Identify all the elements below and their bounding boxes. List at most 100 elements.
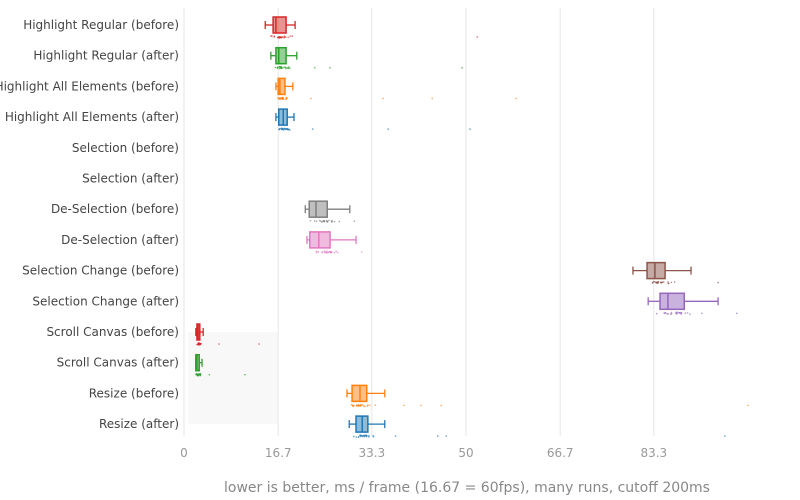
x-axis-title: lower is better, ms / frame (16.67 = 60f… <box>224 480 710 496</box>
outlier-point <box>218 343 220 345</box>
box-series: Resize (before) <box>89 384 749 408</box>
outlier-point <box>329 66 331 69</box>
outlier-point <box>461 66 463 69</box>
sample-point <box>325 219 328 222</box>
category-label: De-Selection (before) <box>51 202 179 216</box>
sample-point <box>284 66 287 69</box>
outlier-point <box>353 220 356 222</box>
sample-point <box>326 251 328 254</box>
sample-point <box>281 36 283 38</box>
outlier-point <box>314 66 316 69</box>
sample-point <box>336 251 339 254</box>
outlier-point <box>437 435 439 437</box>
sample-point <box>278 67 281 70</box>
sample-point <box>363 435 366 438</box>
outlier-point <box>515 97 517 100</box>
sample-point <box>280 65 283 68</box>
sample-point <box>670 281 673 284</box>
outlier-point <box>403 404 405 407</box>
sample-point <box>676 311 679 314</box>
sample-point <box>287 36 290 39</box>
sample-point <box>655 281 658 284</box>
sample-point <box>199 373 202 375</box>
box-iqr <box>646 261 666 280</box>
sample-point <box>283 35 286 37</box>
outlier-point <box>431 97 433 100</box>
sample-point <box>277 97 280 99</box>
sample-point <box>199 374 202 377</box>
sample-point <box>313 220 316 222</box>
category-label: Selection Change (before) <box>22 264 179 278</box>
sample-point <box>285 67 287 70</box>
sample-point <box>675 311 677 314</box>
sample-point <box>287 128 290 131</box>
outlier-point <box>311 128 314 130</box>
hover-highlight-region <box>188 332 278 424</box>
box-series: Highlight Regular (after) <box>33 46 463 70</box>
sample-point <box>660 281 663 284</box>
sample-point <box>276 36 279 39</box>
sample-point <box>284 36 287 38</box>
sample-point <box>355 436 358 438</box>
sample-point <box>366 405 369 407</box>
category-label: Scroll Canvas (after) <box>57 356 179 370</box>
sample-point <box>667 282 670 285</box>
x-tick-label: 83.3 <box>640 446 667 460</box>
outlier-point <box>747 404 749 407</box>
outlier-point <box>469 128 471 130</box>
box-series: De-Selection (after) <box>61 231 363 254</box>
sample-point <box>287 66 290 68</box>
outlier-point <box>382 97 384 100</box>
sample-point <box>369 404 371 407</box>
sample-point <box>318 219 321 222</box>
box-series: Highlight All Elements (before) <box>0 77 517 101</box>
outlier-point <box>310 97 312 100</box>
sample-point <box>321 221 323 223</box>
sample-point <box>278 66 281 68</box>
category-label: Highlight Regular (after) <box>33 49 179 63</box>
sample-point <box>286 67 289 69</box>
sample-point <box>289 67 291 69</box>
sample-point <box>330 251 332 254</box>
sample-point <box>684 312 687 314</box>
sample-point <box>321 251 323 254</box>
sample-point <box>651 282 654 284</box>
sample-point <box>195 374 198 376</box>
sample-point <box>273 36 275 38</box>
sample-point <box>352 405 355 407</box>
category-label: Resize (after) <box>99 417 179 431</box>
sample-point <box>670 311 673 314</box>
sample-point <box>364 405 366 407</box>
box-series: Highlight Regular (before) <box>23 16 479 39</box>
box-series: Resize (after) <box>99 415 726 438</box>
sample-point <box>283 36 285 39</box>
sample-point <box>323 250 326 252</box>
box-series: Selection (before) <box>72 141 179 155</box>
category-label: Scroll Canvas (before) <box>46 325 179 339</box>
sample-point <box>655 312 658 315</box>
sample-point <box>278 128 280 131</box>
sample-point <box>689 313 691 315</box>
outlier-point <box>208 373 211 376</box>
sample-point <box>355 404 358 407</box>
sample-point <box>289 35 291 37</box>
sample-point <box>279 36 282 39</box>
sample-point <box>667 281 669 283</box>
sample-point <box>315 220 318 222</box>
sample-point <box>197 374 200 376</box>
sample-point <box>270 35 272 37</box>
sample-point <box>281 128 284 131</box>
sample-point <box>282 67 284 69</box>
sample-point <box>285 96 288 99</box>
box-series: Scroll Canvas (before) <box>46 323 260 346</box>
box-iqr <box>659 292 686 311</box>
category-label: Highlight All Elements (before) <box>0 79 179 93</box>
box-iqr <box>308 200 329 218</box>
sample-point <box>284 98 287 101</box>
sample-point <box>281 98 284 100</box>
sample-point <box>331 219 333 222</box>
sample-point <box>657 281 660 283</box>
sample-point <box>700 312 703 315</box>
sample-point <box>276 67 279 69</box>
